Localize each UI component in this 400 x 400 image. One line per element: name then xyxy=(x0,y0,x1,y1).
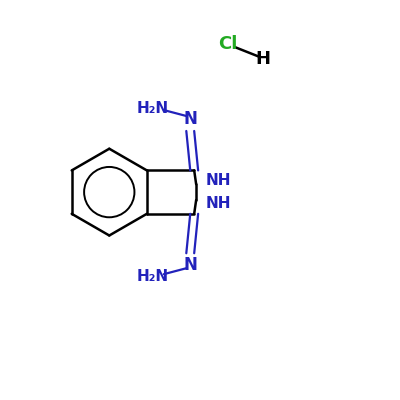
Text: H: H xyxy=(256,50,271,68)
Text: NH: NH xyxy=(206,196,232,212)
Text: NH: NH xyxy=(206,173,232,188)
Text: H₂N: H₂N xyxy=(137,269,169,284)
Text: Cl: Cl xyxy=(218,35,237,53)
Text: N: N xyxy=(183,256,197,274)
Text: N: N xyxy=(183,110,197,128)
Text: H₂N: H₂N xyxy=(137,100,169,116)
